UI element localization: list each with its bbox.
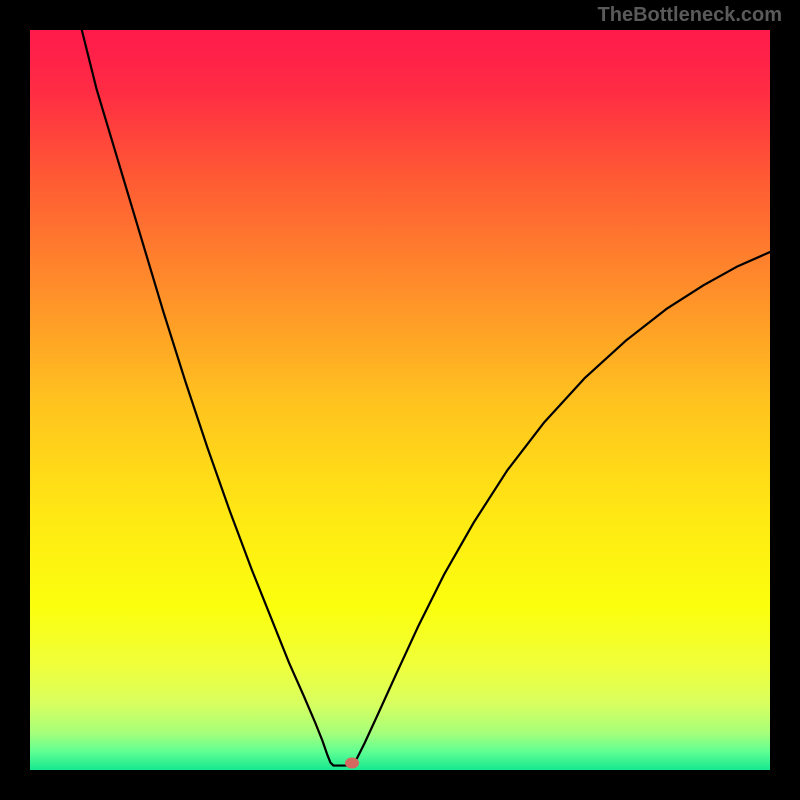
optimum-marker <box>345 758 359 769</box>
curve-svg <box>30 30 770 770</box>
bottleneck-curve <box>82 30 770 766</box>
chart-container: TheBottleneck.com <box>0 0 800 800</box>
watermark-text: TheBottleneck.com <box>598 4 782 27</box>
plot-area <box>30 30 770 770</box>
